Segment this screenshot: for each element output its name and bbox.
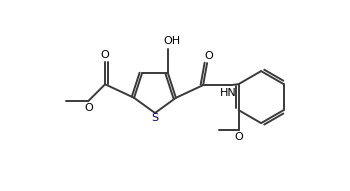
Text: O: O (85, 103, 93, 113)
Text: S: S (152, 113, 159, 123)
Text: O: O (205, 51, 214, 61)
Text: O: O (101, 50, 110, 60)
Text: HN: HN (220, 88, 237, 98)
Text: O: O (234, 132, 243, 142)
Text: OH: OH (163, 36, 181, 46)
